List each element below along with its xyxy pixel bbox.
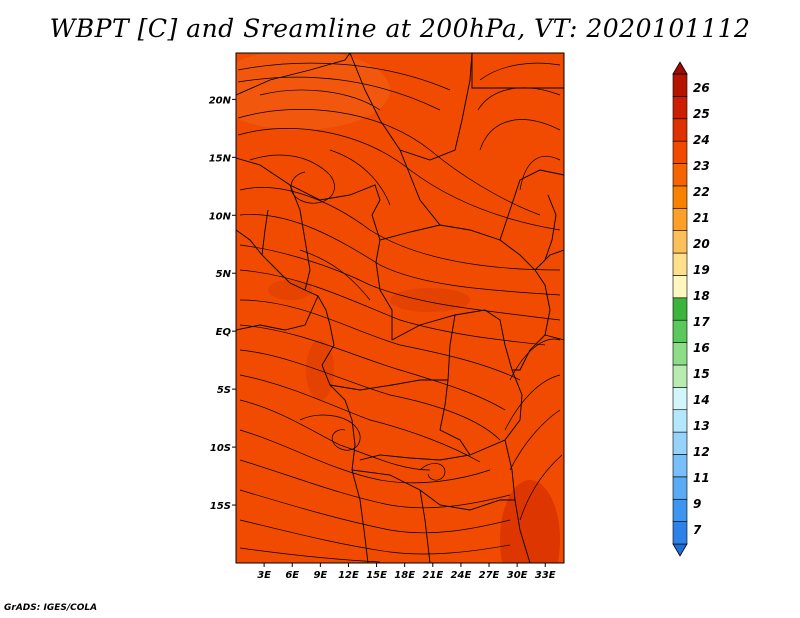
colorbar-label: 13 <box>693 419 710 433</box>
colorbar-label: 7 <box>693 523 702 537</box>
colorbar-label: 22 <box>693 185 710 199</box>
country-borders <box>236 53 564 563</box>
map-layer <box>236 53 564 563</box>
plot-frame <box>235 52 565 564</box>
colorbar-segment <box>672 364 688 388</box>
colorbar-label: 25 <box>693 107 710 121</box>
colorbar-label: 24 <box>693 133 710 147</box>
colorbar-segment <box>672 476 688 500</box>
colorbar-label: 14 <box>693 393 710 407</box>
map-background <box>236 53 564 563</box>
colorbar-label: 19 <box>693 263 710 277</box>
y-tick-label: 10N <box>209 211 232 222</box>
colorbar-label: 21 <box>693 211 710 225</box>
colorbar-segment <box>672 207 688 231</box>
y-tick-label: 5S <box>217 385 231 396</box>
colorbar-segment <box>672 118 688 142</box>
x-tick-label: 30E <box>507 570 528 581</box>
streamlines <box>237 62 563 563</box>
x-tick-label: 3E <box>257 570 271 581</box>
colorbar-segment <box>672 454 688 478</box>
x-tick-label: 24E <box>451 570 472 581</box>
shade-patch <box>390 288 470 312</box>
colorbar-segment <box>672 73 688 97</box>
colorbar-segment <box>672 431 688 455</box>
colorbar-label: 11 <box>693 471 710 485</box>
x-tick-label: 21E <box>422 570 443 581</box>
colorbar-segment <box>672 252 688 276</box>
colorbar-label: 15 <box>693 367 710 381</box>
colorbar-segment <box>672 275 688 299</box>
y-tick-label: EQ <box>216 327 232 338</box>
colorbar-segment <box>672 387 688 411</box>
colorbar-max-arrow <box>672 61 688 75</box>
y-tick-label: 10S <box>210 443 231 454</box>
shade-patch <box>306 340 334 400</box>
x-tick-label: 15E <box>366 570 387 581</box>
colorbar-segment <box>672 319 688 343</box>
y-tick-label: 15S <box>210 501 231 512</box>
colorbar-label: 17 <box>693 315 710 329</box>
colorbar-segment <box>672 521 688 545</box>
colorbar-segment <box>672 140 688 164</box>
colorbar-label: 20 <box>693 237 710 251</box>
colorbar-segment <box>672 230 688 254</box>
x-tick-label: 12E <box>338 570 359 581</box>
colorbar-segment <box>672 342 688 366</box>
x-tick-label: 18E <box>394 570 415 581</box>
colorbar-label: 12 <box>693 445 710 459</box>
y-tick-label: 20N <box>209 95 232 106</box>
x-tick-label: 9E <box>313 570 327 581</box>
credit-text: GrADS: IGES/COLA <box>4 603 98 613</box>
y-tick-label: 15N <box>209 153 232 164</box>
x-tick-label: 33E <box>535 570 556 581</box>
colorbar-label: 9 <box>693 497 701 511</box>
colorbar-min-arrow <box>672 543 688 557</box>
axis-layer: 3E 6E 9E 12E 15E 18E 21E 24E 27E 30E 33E 20N 15N 10N 5… <box>209 95 556 581</box>
colorbar-label: 16 <box>693 341 710 355</box>
chart-title: WBPT [C] and Sreamline at 200hPa, VT: 20… <box>49 14 751 43</box>
colorbar: 7 9 11 12 13 14 15 16 17 18 19 20 21 22 23 24 25 26 <box>672 61 710 557</box>
y-tick-label: 5N <box>216 269 232 280</box>
colorbar-label: 26 <box>693 81 710 95</box>
colorbar-segment <box>672 96 688 120</box>
x-tick-label: 27E <box>479 570 500 581</box>
colorbar-label: 18 <box>693 289 710 303</box>
shade-patch <box>268 280 312 300</box>
colorbar-segment <box>672 297 688 321</box>
colorbar-segment <box>672 185 688 209</box>
shade-patch <box>500 480 560 563</box>
colorbar-segment <box>672 498 688 522</box>
colorbar-label: 23 <box>693 159 710 173</box>
colorbar-segment <box>672 163 688 187</box>
colorbar-segment <box>672 409 688 433</box>
x-tick-label: 6E <box>285 570 299 581</box>
